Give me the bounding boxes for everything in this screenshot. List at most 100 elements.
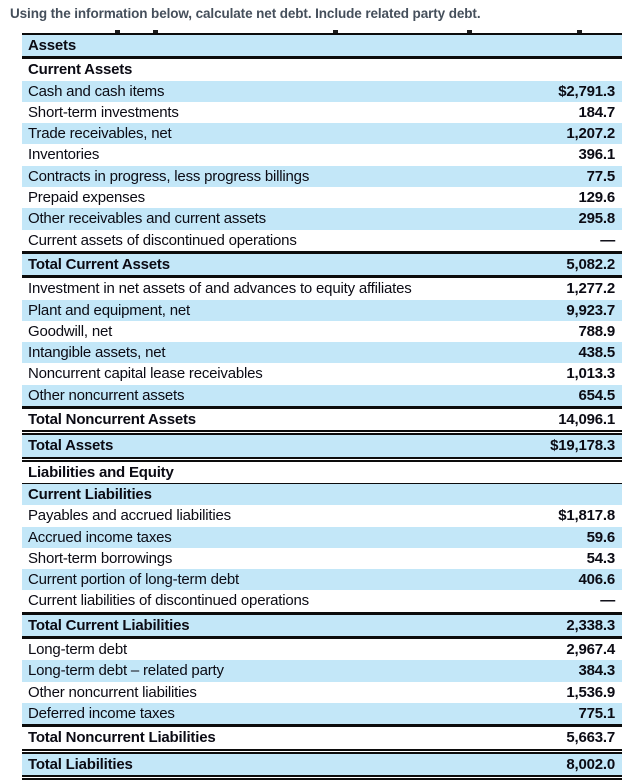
row-label: Plant and equipment, net bbox=[28, 301, 190, 319]
row-value: $19,178.3 bbox=[550, 437, 615, 455]
row-label: Total Noncurrent Liabilities bbox=[28, 729, 216, 747]
row-label: Deferred income taxes bbox=[28, 704, 175, 722]
table-row: Total Current Liabilities 2,338.3 bbox=[22, 613, 622, 638]
row-value: 654.5 bbox=[578, 386, 615, 404]
row-value: — bbox=[600, 592, 615, 610]
table-row: Contracts in progress, less progress bil… bbox=[22, 165, 622, 188]
row-label: Noncurrent capital lease receivables bbox=[28, 365, 263, 383]
row-label: Assets bbox=[28, 37, 76, 54]
row-value: 775.1 bbox=[578, 704, 615, 722]
row-label: Prepaid expenses bbox=[28, 189, 145, 207]
row-value: $1,817.8 bbox=[558, 507, 615, 525]
row-label: Other noncurrent assets bbox=[28, 386, 185, 404]
balance-sheet-body: Assets Current Assets Cash and cash item… bbox=[22, 34, 622, 778]
row-label: Total Assets bbox=[28, 437, 114, 455]
table-row: Long-term debt 2,967.4 bbox=[22, 638, 622, 661]
row-value: 2,338.3 bbox=[566, 616, 615, 634]
table-row: Current portion of long-term debt 406.6 bbox=[22, 569, 622, 591]
row-value: 396.1 bbox=[578, 146, 615, 164]
table-row: Plant and equipment, net 9,923.7 bbox=[22, 299, 622, 321]
row-value: 2,967.4 bbox=[566, 641, 615, 659]
table-row: Total Noncurrent Assets 14,096.1 bbox=[22, 407, 622, 433]
row-value: 8,002.0 bbox=[566, 755, 615, 773]
row-label: Short-term investments bbox=[28, 103, 179, 121]
table-row: Investment in net assets of and advances… bbox=[22, 277, 622, 300]
table-row: Long-term debt – related party 384.3 bbox=[22, 660, 622, 682]
row-value: 184.7 bbox=[578, 103, 615, 121]
table-row: Accrued income taxes 59.6 bbox=[22, 526, 622, 548]
table-row: Deferred income taxes 775.1 bbox=[22, 702, 622, 726]
row-value: 14,096.1 bbox=[558, 411, 615, 429]
row-label: Inventories bbox=[28, 146, 100, 164]
row-value: 5,082.2 bbox=[566, 255, 615, 273]
row-label: Liabilities and Equity bbox=[28, 463, 174, 481]
row-label: Payables and accrued liabilities bbox=[28, 507, 231, 525]
table-row: Current Liabilities bbox=[22, 483, 622, 506]
row-value: — bbox=[600, 231, 615, 249]
row-label: Investment in net assets of and advances… bbox=[28, 280, 412, 298]
row-label: Long-term debt – related party bbox=[28, 662, 224, 680]
row-label: Long-term debt bbox=[28, 641, 127, 659]
row-label: Contracts in progress, less progress bil… bbox=[28, 167, 310, 185]
table-row: Payables and accrued liabilities $1,817.… bbox=[22, 505, 622, 526]
table-row: Short-term borrowings 54.3 bbox=[22, 548, 622, 569]
table-row: Other receivables and current assets 295… bbox=[22, 208, 622, 230]
row-value: 1,277.2 bbox=[566, 280, 615, 298]
table-row: Total Noncurrent Liabilities 5,663.7 bbox=[22, 725, 622, 751]
row-value: 788.9 bbox=[578, 322, 615, 340]
table-row: Cash and cash items $2,791.3 bbox=[22, 80, 622, 102]
table-row: Noncurrent capital lease receivables 1,0… bbox=[22, 363, 622, 384]
row-value: 438.5 bbox=[578, 344, 615, 362]
balance-sheet: Assets Current Assets Cash and cash item… bbox=[22, 30, 622, 780]
row-label: Trade receivables, net bbox=[28, 125, 172, 143]
row-label: Total Liabilities bbox=[28, 755, 133, 773]
table-row: Current assets of discontinued operation… bbox=[22, 230, 622, 253]
question-instruction-text: Using the information below, calculate n… bbox=[10, 6, 481, 21]
table-row: Liabilities and Equity bbox=[22, 459, 622, 484]
row-label: Intangible assets, net bbox=[28, 344, 166, 362]
row-value: 77.5 bbox=[586, 167, 616, 185]
table-row: Trade receivables, net 1,207.2 bbox=[22, 123, 622, 145]
table-row: Total Liabilities 8,002.0 bbox=[22, 751, 622, 778]
table-row: Current liabilities of discontinued oper… bbox=[22, 590, 622, 613]
row-label: Total Noncurrent Assets bbox=[28, 411, 196, 429]
row-value bbox=[512, 483, 622, 505]
row-label: Current portion of long-term debt bbox=[28, 571, 240, 589]
row-value: 59.6 bbox=[586, 528, 616, 546]
table-row: Assets bbox=[22, 34, 622, 58]
row-label: Total Current Liabilities bbox=[28, 616, 190, 634]
table-row: Other noncurrent liabilities 1,536.9 bbox=[22, 682, 622, 703]
row-value: 129.6 bbox=[578, 189, 615, 207]
row-value: 54.3 bbox=[586, 549, 616, 567]
row-label: Goodwill, net bbox=[28, 322, 113, 340]
row-value bbox=[512, 58, 622, 81]
table-row: Short-term investments 184.7 bbox=[22, 102, 622, 123]
row-value: 295.8 bbox=[578, 210, 615, 228]
row-value: $2,791.3 bbox=[558, 82, 615, 100]
row-value: 1,207.2 bbox=[566, 125, 615, 143]
table-row: Current Assets bbox=[22, 58, 622, 81]
table-row: Total Current Assets 5,082.2 bbox=[22, 252, 622, 277]
table-row: Inventories 396.1 bbox=[22, 144, 622, 165]
row-value: 406.6 bbox=[578, 571, 615, 589]
row-label: Total Current Assets bbox=[28, 255, 170, 273]
row-label: Current Liabilities bbox=[28, 485, 152, 503]
row-label: Cash and cash items bbox=[28, 82, 165, 100]
row-label: Accrued income taxes bbox=[28, 528, 172, 546]
table-row: Intangible assets, net 438.5 bbox=[22, 342, 622, 364]
row-value bbox=[512, 34, 622, 58]
row-label: Short-term borrowings bbox=[28, 549, 173, 567]
row-label: Current Assets bbox=[28, 61, 133, 79]
row-label: Current assets of discontinued operation… bbox=[28, 231, 297, 249]
row-value: 5,663.7 bbox=[566, 729, 615, 747]
table-row: Goodwill, net 788.9 bbox=[22, 321, 622, 342]
table-row: Other noncurrent assets 654.5 bbox=[22, 384, 622, 408]
row-value: 9,923.7 bbox=[566, 301, 615, 319]
row-value: 1,536.9 bbox=[566, 683, 615, 701]
row-value: 1,013.3 bbox=[566, 365, 615, 383]
row-value bbox=[512, 459, 622, 483]
table-row: Total Assets $19,178.3 bbox=[22, 432, 622, 460]
row-label: Other receivables and current assets bbox=[28, 210, 266, 228]
row-label: Other noncurrent liabilities bbox=[28, 683, 197, 701]
table-row: Prepaid expenses 129.6 bbox=[22, 187, 622, 208]
